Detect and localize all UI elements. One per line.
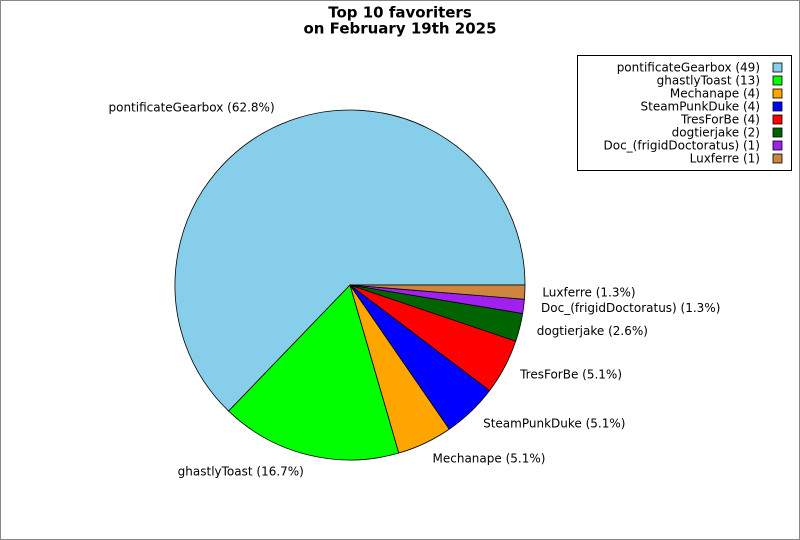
legend-swatch (772, 127, 783, 138)
pie-slice (228, 284, 400, 461)
legend-box (577, 55, 792, 171)
legend-swatch (772, 153, 783, 164)
slice-label: dogtierjake (2.6%) (537, 324, 648, 338)
slice-label: Luxferre (1.3%) (542, 285, 635, 299)
slice-label: Doc_(frigidDoctoratus) (1.3%) (541, 301, 720, 315)
legend-label: pontificateGearbox (49) (617, 61, 760, 75)
legend-label: dogtierjake (2) (672, 126, 760, 140)
slice-label: SteamPunkDuke (5.1%) (483, 417, 625, 431)
pie-slice (174, 109, 526, 412)
legend-swatch (772, 101, 783, 112)
legend-label: Mechanape (4) (670, 87, 760, 101)
chart-subtitle: on February 19th 2025 (303, 20, 496, 38)
slice-label: pontificateGearbox (62.8%) (108, 100, 274, 114)
legend-swatch (772, 88, 783, 99)
legend-swatch (772, 75, 783, 86)
legend-swatch (772, 62, 783, 73)
slice-label: TresForBe (5.1%) (519, 368, 622, 382)
chart-title: Top 10 favoriters (328, 4, 472, 22)
legend-label: TresForBe (4) (680, 113, 760, 127)
slice-label: ghastlyToast (16.7%) (178, 464, 304, 478)
legend-label: ghastlyToast (13) (657, 74, 760, 88)
legend-swatch (772, 140, 783, 151)
pie-slice (349, 284, 526, 300)
legend-label: SteamPunkDuke (4) (641, 100, 761, 114)
legend-label: Luxferre (1) (690, 152, 760, 166)
legend-label: Doc_(frigidDoctoratus) (1) (604, 139, 761, 153)
slice-label: Mechanape (5.1%) (433, 451, 546, 465)
legend-swatch (772, 114, 783, 125)
